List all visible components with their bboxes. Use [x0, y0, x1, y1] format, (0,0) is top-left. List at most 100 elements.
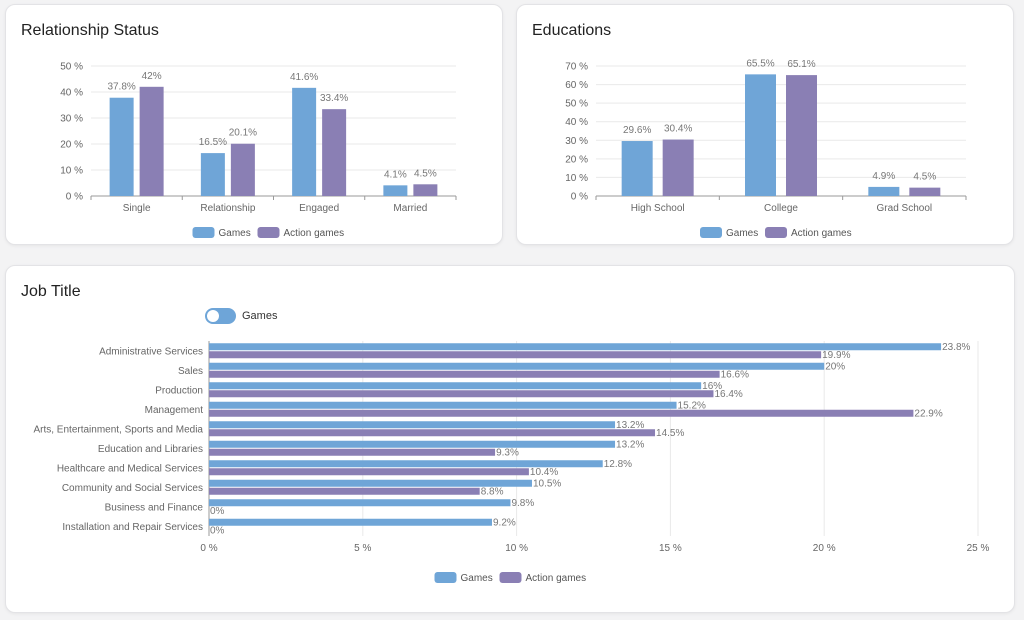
- y-tick-label: 40 %: [565, 117, 588, 128]
- y-tick-label-business-and-finance: Business and Finance: [105, 502, 204, 513]
- data-label: 9.3%: [496, 447, 519, 458]
- x-tick-label: 25 %: [967, 543, 990, 554]
- legend-label-action-games: Action games: [284, 228, 345, 239]
- data-label: 0%: [210, 506, 225, 517]
- x-tick-label-engaged: Engaged: [299, 203, 339, 214]
- educations-card: Educations 0 % 10 % 20 % 30 % 40 % 50 % 60 % 70…: [516, 4, 1014, 245]
- legend-swatch-games: [192, 227, 215, 238]
- y-tick-label: 10 %: [565, 173, 588, 184]
- bar-action-games-married: [413, 184, 438, 196]
- bar-games-production: [209, 382, 702, 390]
- bar-action-games-community-and-social-services: [209, 487, 480, 495]
- bar-action-games-production: [209, 390, 714, 398]
- data-label: 20%: [825, 361, 845, 372]
- relationship-status-chart: 0 % 10 % 20 % 30 % 40 % 50 % Single 37.8% 42% Rel…: [60, 62, 457, 239]
- y-tick-label-installation-and-repair-services: Installation and Repair Services: [62, 522, 203, 533]
- bar-action-games-single: [139, 86, 164, 196]
- data-label: 41.6%: [290, 72, 318, 83]
- x-tick-label: 20 %: [813, 543, 836, 554]
- bar-action-games-high-school: [662, 139, 694, 196]
- y-tick-label-administrative-services: Administrative Services: [99, 346, 203, 357]
- y-tick-label-production: Production: [155, 385, 203, 396]
- bar-action-games-management: [209, 409, 914, 417]
- x-tick-label-high-school: High School: [631, 203, 685, 214]
- y-tick-label: 40 %: [60, 88, 83, 99]
- bar-action-games-sales: [209, 370, 720, 378]
- job-title-title: Job Title: [21, 283, 81, 300]
- legend-label-action-games: Action games: [791, 228, 852, 239]
- data-label: 4.5%: [414, 168, 437, 179]
- legend-label-action-games: Action games: [526, 573, 587, 584]
- data-label: 13.2%: [616, 420, 644, 431]
- bar-games-sales: [209, 362, 825, 370]
- y-tick-label: 0 %: [571, 192, 588, 203]
- data-label: 16.5%: [199, 137, 227, 148]
- bar-games-married: [383, 185, 408, 196]
- bar-action-games-relationship: [230, 143, 255, 196]
- bar-games-management: [209, 401, 677, 409]
- data-label: 42%: [142, 71, 162, 82]
- x-tick-label: 5 %: [354, 543, 371, 554]
- legend-label-games: Games: [726, 228, 758, 239]
- bar-games-relationship: [200, 153, 225, 196]
- bar-games-single: [109, 97, 134, 196]
- bar-games-installation-and-repair-services: [209, 518, 492, 526]
- legend-swatch-games: [434, 572, 457, 583]
- data-label: 8.8%: [481, 486, 504, 497]
- y-tick-label-management: Management: [145, 405, 204, 416]
- x-tick-label-relationship: Relationship: [200, 203, 255, 214]
- bar-action-games-education-and-libraries: [209, 448, 496, 456]
- relationship-status-card: Relationship Status 0 % 10 % 20 % 30 % 40 % 5…: [5, 4, 503, 245]
- data-label: 13.2%: [616, 439, 644, 450]
- bar-action-games-arts-entertainment-sports-and-media: [209, 429, 656, 437]
- x-tick-label-grad-school: Grad School: [877, 203, 933, 214]
- toggle-knob: [207, 310, 219, 322]
- bar-games-grad-school: [868, 186, 900, 196]
- y-tick-label: 70 %: [565, 62, 588, 73]
- legend-swatch-action-games: [765, 227, 787, 238]
- data-label: 65.5%: [746, 58, 774, 69]
- bar-games-arts-entertainment-sports-and-media: [209, 421, 616, 429]
- toggle-switch[interactable]: [205, 308, 236, 324]
- bar-action-games-college: [786, 75, 817, 196]
- games-toggle[interactable]: Games: [205, 308, 277, 324]
- data-label: 9.8%: [511, 498, 534, 509]
- data-label: 12.8%: [604, 459, 632, 470]
- x-tick-label: 0 %: [200, 543, 217, 554]
- educations-title: Educations: [532, 22, 612, 39]
- y-tick-label: 20 %: [60, 140, 83, 151]
- bar-games-engaged: [292, 87, 317, 196]
- y-tick-label-healthcare-and-medical-services: Healthcare and Medical Services: [57, 463, 203, 474]
- y-tick-label: 50 %: [60, 62, 83, 73]
- bar-action-games-healthcare-and-medical-services: [209, 468, 529, 476]
- bar-games-business-and-finance: [209, 499, 511, 507]
- x-tick-label-single: Single: [123, 203, 151, 214]
- data-label: 29.6%: [623, 125, 651, 136]
- y-tick-label: 0 %: [66, 192, 83, 203]
- y-tick-label-community-and-social-services: Community and Social Services: [62, 483, 203, 494]
- y-tick-label: 30 %: [60, 114, 83, 125]
- educations-chart: 0 % 10 % 20 % 30 % 40 % 50 % 60 % 70 % High Scho…: [565, 58, 967, 239]
- toggle-label: Games: [242, 310, 278, 322]
- data-label: 30.4%: [664, 124, 692, 135]
- bar-games-education-and-libraries: [209, 440, 616, 448]
- legend-swatch-action-games: [499, 572, 522, 583]
- bar-action-games-engaged: [322, 109, 347, 196]
- y-tick-label-education-and-libraries: Education and Libraries: [98, 444, 203, 455]
- data-label: 10.5%: [533, 478, 561, 489]
- y-tick-label: 30 %: [565, 136, 588, 147]
- data-label: 16.4%: [714, 389, 742, 400]
- data-label: 37.8%: [107, 82, 135, 93]
- y-tick-label-arts-entertainment-sports-and-media: Arts, Entertainment, Sports and Media: [33, 424, 203, 435]
- bar-games-high-school: [621, 141, 653, 196]
- data-label: 4.5%: [913, 172, 936, 183]
- bar-games-community-and-social-services: [209, 479, 532, 487]
- bar-games-healthcare-and-medical-services: [209, 460, 603, 468]
- data-label: 0%: [210, 525, 225, 536]
- data-label: 16.6%: [721, 369, 749, 380]
- data-label: 23.8%: [942, 342, 970, 353]
- x-tick-label: 15 %: [659, 543, 682, 554]
- data-label: 65.1%: [787, 59, 815, 70]
- job-title-card: Job Title Games 0 % 5 % 10 % 15 % 20 % 25 % Ad…: [5, 265, 1015, 613]
- data-label: 4.1%: [384, 169, 407, 180]
